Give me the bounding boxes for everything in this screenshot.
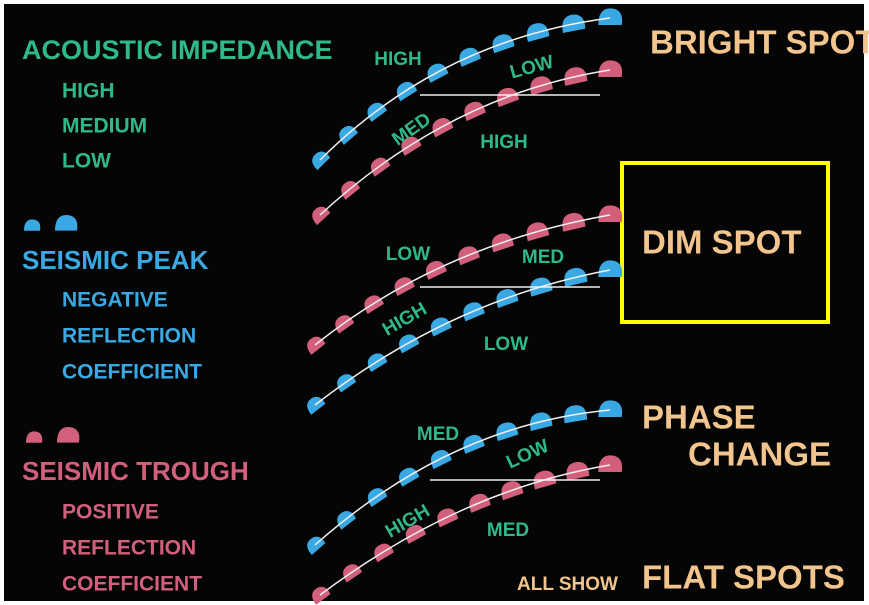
wavelet [425, 260, 447, 280]
wavelet [430, 317, 452, 337]
wavelet [312, 206, 331, 226]
wavelet [598, 205, 623, 223]
wavelet [598, 400, 623, 418]
wavelet [463, 434, 485, 454]
trough-line: REFLECTION [62, 537, 196, 560]
trough-line: POSITIVE [62, 501, 159, 524]
curve-label: MED [522, 247, 564, 268]
panel-title: BRIGHT SPOT [650, 24, 869, 61]
wavelet [464, 101, 486, 122]
curve [314, 269, 611, 406]
curve-label: LOW [484, 334, 528, 355]
footer-note: ALL SHOW [517, 574, 618, 595]
curve-label: MED [487, 520, 529, 541]
wavelet [430, 450, 452, 470]
wavelet [458, 246, 480, 266]
wavelet [437, 508, 459, 528]
peak-title: SEISMIC PEAK [22, 245, 209, 275]
wavelet [24, 219, 41, 231]
highlight-box [620, 161, 830, 324]
wavelet [341, 180, 360, 200]
wavelet [598, 260, 623, 278]
background [4, 4, 864, 601]
panel-title: PHASE [642, 399, 756, 436]
curve [314, 409, 611, 546]
curve-label: MED [417, 424, 459, 445]
wavelet [26, 431, 43, 443]
wavelet [463, 302, 485, 322]
wavelet [312, 151, 331, 171]
curve [319, 464, 611, 596]
wavelet [339, 125, 358, 145]
peak-line: REFLECTION [62, 325, 196, 348]
wavelet [598, 60, 623, 78]
trough-title: SEISMIC TROUGH [22, 456, 249, 486]
legend-item: HIGH [62, 80, 115, 103]
wavelet [598, 8, 623, 26]
peak-line: NEGATIVE [62, 289, 168, 312]
wavelet [469, 493, 491, 513]
footer-title: FLAT SPOTS [642, 559, 845, 596]
wavelet [459, 47, 481, 67]
legend-item: LOW [62, 150, 111, 173]
peak-line: COEFFICIENT [62, 361, 202, 384]
wavelet [55, 214, 78, 231]
curve [314, 214, 611, 346]
wavelet [307, 536, 326, 556]
curve-label: HIGH [374, 49, 422, 70]
curve-label: HIGH [480, 132, 528, 153]
legend-item: MEDIUM [62, 115, 147, 138]
wavelet [598, 455, 623, 473]
legend-title: ACOUSTIC IMPEDANCE [22, 35, 333, 65]
panel-title: CHANGE [688, 436, 831, 473]
wavelet [57, 426, 80, 443]
trough-line: COEFFICIENT [62, 573, 202, 596]
curve-label: LOW [386, 244, 430, 265]
curve [319, 69, 611, 216]
curve [319, 17, 611, 161]
panel-title: DIM SPOT [642, 224, 802, 261]
